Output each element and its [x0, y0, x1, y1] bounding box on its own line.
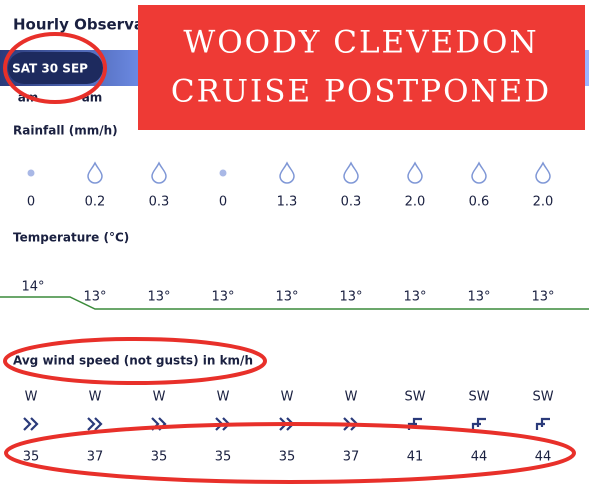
rainfall-value: 0.6	[469, 195, 490, 210]
wind-speed: 35	[151, 450, 168, 465]
wind-direction: W	[345, 390, 358, 405]
wind-speed: 35	[279, 450, 296, 465]
rainfall-value: 2.0	[533, 195, 554, 210]
temperature-value: 13°	[211, 290, 234, 305]
page-title: Hourly Observa	[13, 16, 144, 34]
wind-speed: 41	[407, 450, 424, 465]
rainfall-value: 1.3	[277, 195, 298, 210]
rainfall-value: 2.0	[405, 195, 426, 210]
wind-icon	[23, 417, 39, 431]
temperature-value: 13°	[467, 290, 490, 305]
wind-icon	[471, 417, 486, 430]
rain-icon	[27, 169, 35, 177]
rain-icon	[151, 161, 167, 184]
wind-direction: SW	[532, 390, 553, 405]
rainfall-value: 0.3	[341, 195, 362, 210]
rain-icon	[407, 161, 423, 184]
wind-direction: W	[153, 390, 166, 405]
rainfall-label: Rainfall (mm/h)	[13, 124, 118, 138]
annotations	[3, 32, 576, 484]
wind-direction: W	[217, 390, 230, 405]
date-pill[interactable]	[8, 52, 103, 84]
rainfall-value: 0	[27, 195, 35, 210]
date: SAT 30 SEP	[12, 62, 88, 76]
banner	[138, 5, 585, 130]
rain-icon	[471, 161, 487, 184]
temperature-value: 13°	[531, 290, 554, 305]
banner-line: WOODY CLEVEDON	[183, 25, 538, 61]
rain-icon	[535, 161, 551, 184]
temperature-line	[0, 296, 589, 310]
temperature-value: 13°	[275, 290, 298, 305]
temperature-value: 13°	[403, 290, 426, 305]
wind-speed: 37	[343, 450, 360, 465]
rain-icon	[279, 161, 295, 184]
wind-speed: 44	[535, 450, 552, 465]
temperature-value: 13°	[83, 290, 106, 305]
temperature-value: 13°	[339, 290, 362, 305]
wind-speed: 37	[87, 450, 104, 465]
wind-direction: W	[281, 390, 294, 405]
wind-icon	[535, 417, 550, 430]
wind-speed: 44	[471, 450, 488, 465]
wind-direction: W	[89, 390, 102, 405]
rainfall-value: 0.3	[149, 195, 170, 210]
wind-direction: SW	[468, 390, 489, 405]
rainfall-value: 0	[219, 195, 227, 210]
wind-speed: 35	[215, 450, 232, 465]
wind-label: Avg wind speed (not gusts) in km/h	[13, 354, 253, 368]
temperature-value: 13°	[147, 290, 170, 305]
rain-icon	[343, 161, 359, 184]
temperature-label: Temperature (°C)	[13, 231, 129, 245]
wind-icon	[87, 417, 103, 431]
rain-icon	[219, 169, 227, 177]
rain-icon	[87, 161, 103, 184]
wind-speed: 35	[23, 450, 40, 465]
rainfall-value: 0.2	[85, 195, 106, 210]
wind-direction: W	[25, 390, 38, 405]
banner-line: CRUISE POSTPONED	[171, 74, 551, 110]
temperature-value: 14°	[21, 280, 44, 295]
wind-direction: SW	[404, 390, 425, 405]
